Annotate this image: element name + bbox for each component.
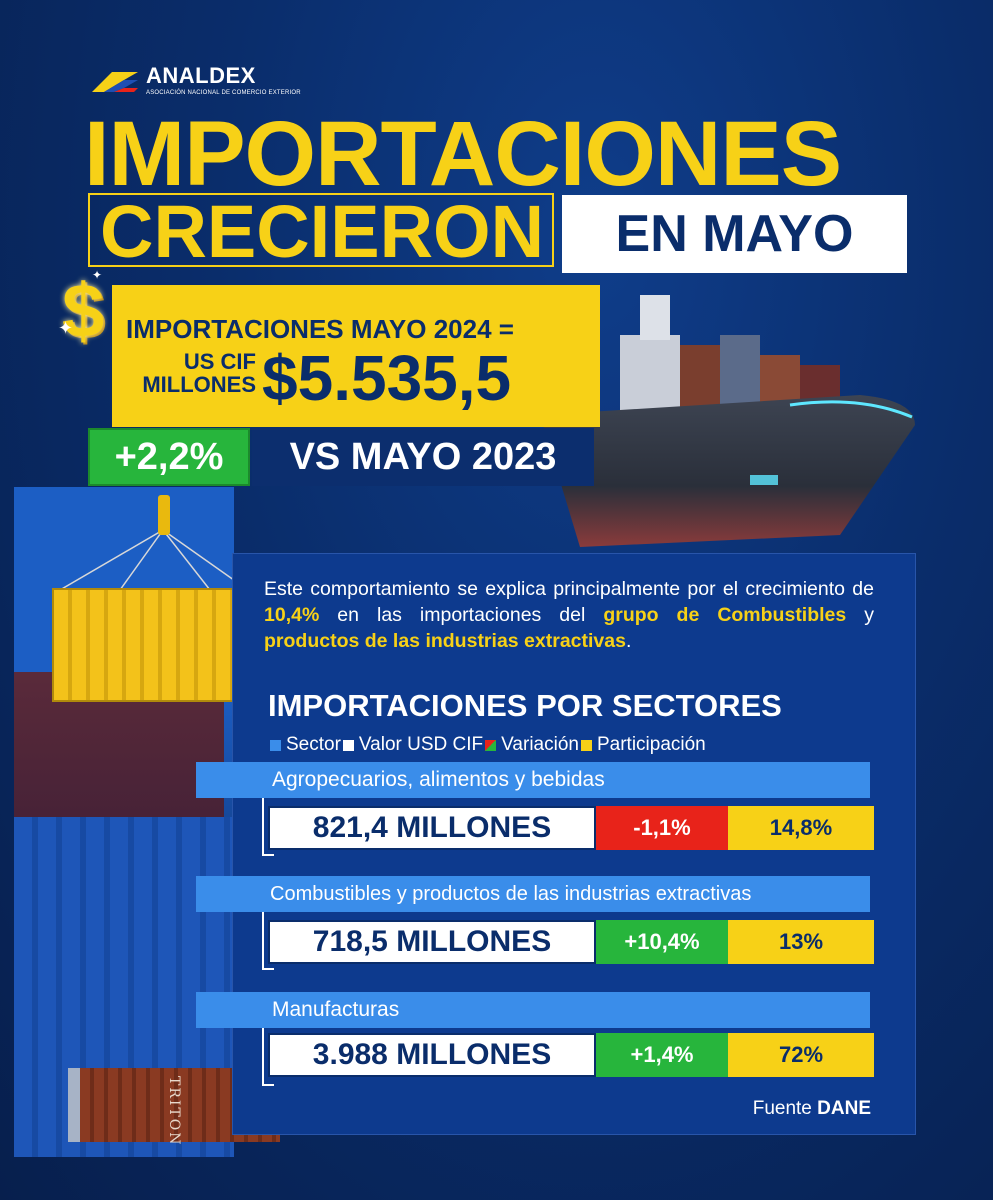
legend: Sector Valor USD CIF Variación Participa…	[270, 734, 708, 756]
headline-frame	[88, 193, 554, 267]
legend-item-share: Participación	[580, 734, 706, 756]
row-bracket	[262, 798, 274, 856]
sparkle-icon: ✦	[92, 268, 103, 282]
legend-swatch	[580, 739, 592, 751]
amount-unit-line2: MILLONES	[142, 372, 256, 398]
explanation-highlight: grupo de Combustibles	[603, 604, 847, 626]
container-brand: TRITON	[166, 1076, 182, 1147]
legend-label: Participación	[596, 734, 706, 755]
sector-variation: +1,4%	[596, 1033, 728, 1077]
sector-variation: -1,1%	[596, 806, 728, 850]
sector-name-bar: Agropecuarios, alimentos y bebidas	[196, 762, 870, 798]
explanation-part: en las importaciones del	[319, 604, 604, 626]
sector-name-bar: Manufacturas	[196, 992, 870, 1028]
crane-cables	[60, 530, 249, 590]
headline-crecieron: CRECIERON	[100, 190, 545, 273]
logo-name: ANALDEX	[146, 62, 256, 88]
amount-unit-line1: US CIF	[183, 349, 256, 374]
dollar-sign-icon: $	[62, 269, 105, 354]
legend-swatch	[485, 739, 497, 751]
growth-badge: +2,2%	[88, 428, 250, 486]
logo-subtitle: ASOCIACIÓN NACIONAL DE COMERCIO EXTERIOR	[146, 89, 301, 96]
sector-name-bar: Combustibles y productos de las industri…	[196, 876, 870, 912]
row-bracket	[262, 1028, 274, 1086]
sector-row: 718,5 MILLONES +10,4% 13%	[268, 920, 874, 964]
explanation-part: y	[846, 604, 874, 626]
imports-amount: $5.535,5	[262, 342, 512, 414]
sector-value: 718,5 MILLONES	[268, 920, 596, 964]
source-name: DANE	[817, 1098, 871, 1119]
crane-hook-icon	[158, 495, 170, 535]
source-credit: Fuente DANE	[753, 1098, 871, 1120]
headline-importaciones: IMPORTACIONES	[84, 103, 842, 205]
sector-variation: +10,4%	[596, 920, 728, 964]
explanation-part: .	[625, 630, 632, 652]
legend-swatch	[342, 739, 354, 751]
sector-value: 821,4 MILLONES	[268, 806, 596, 850]
legend-item-variation: Variación	[485, 734, 579, 756]
yellow-container-image	[52, 588, 256, 702]
legend-label: Sector	[286, 734, 341, 755]
explanation-text: Este comportamiento se explica principal…	[264, 576, 874, 654]
sector-share: 13%	[728, 920, 874, 964]
source-label: Fuente	[752, 1098, 812, 1119]
sector-row: 821,4 MILLONES -1,1% 14,8%	[268, 806, 874, 850]
legend-item-sector: Sector	[270, 734, 341, 756]
legend-label: Valor USD CIF	[358, 734, 484, 755]
cargo-ship-image	[540, 295, 915, 547]
sectors-title: IMPORTACIONES POR SECTORES	[268, 688, 782, 723]
sector-share: 14,8%	[728, 806, 874, 850]
row-bracket	[262, 912, 274, 970]
comparison-label: VS MAYO 2023	[252, 428, 594, 486]
analdex-logo-icon	[92, 72, 138, 92]
legend-label: Variación	[501, 734, 579, 755]
amount-unit: US CIF MILLONES	[120, 350, 256, 396]
sector-value: 3.988 MILLONES	[268, 1033, 596, 1077]
explanation-highlight: 10,4%	[264, 604, 320, 626]
analdex-logo: ANALDEX ASOCIACIÓN NACIONAL DE COMERCIO …	[90, 62, 301, 96]
legend-swatch	[270, 739, 281, 751]
imports-label: IMPORTACIONES MAYO 2024 =	[126, 314, 514, 344]
explanation-part: Este comportamiento se explica principal…	[264, 578, 874, 600]
sparkle-icon: ✦	[58, 318, 74, 338]
legend-item-value: Valor USD CIF	[342, 734, 484, 756]
sector-share: 72%	[728, 1033, 874, 1077]
highlight-panel	[112, 285, 600, 427]
sector-row: 3.988 MILLONES +1,4% 72%	[268, 1033, 874, 1077]
explanation-highlight: productos de las industrias extractivas	[264, 630, 626, 652]
headline-en-mayo: EN MAYO	[562, 195, 907, 273]
